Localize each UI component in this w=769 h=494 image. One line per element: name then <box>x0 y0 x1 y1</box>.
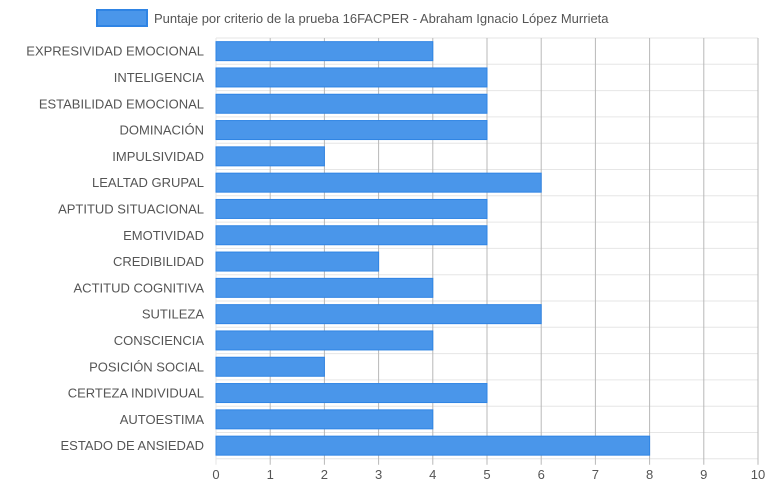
bar[interactable] <box>215 146 325 167</box>
category-label: CONSCIENCIA <box>114 333 205 348</box>
category-label: ESTADO DE ANSIEDAD <box>60 438 204 453</box>
bar[interactable] <box>215 409 434 430</box>
bar[interactable] <box>215 383 488 404</box>
bar[interactable] <box>215 198 488 219</box>
bar[interactable] <box>215 277 434 298</box>
category-label: EMOTIVIDAD <box>123 228 204 243</box>
x-tick-label: 5 <box>483 467 490 482</box>
category-label: POSICIÓN SOCIAL <box>89 359 204 374</box>
category-label: DOMINACIÓN <box>120 123 205 138</box>
x-tick-label: 9 <box>700 467 707 482</box>
category-label: CREDIBILIDAD <box>113 254 204 269</box>
bars <box>215 41 651 456</box>
x-tick-label: 7 <box>592 467 599 482</box>
category-label: ESTABILIDAD EMOCIONAL <box>39 96 204 111</box>
bar[interactable] <box>215 93 488 114</box>
category-label: SUTILEZA <box>142 307 204 322</box>
x-axis-ticks: 0 1 2 3 4 5 6 7 8 9 10 <box>212 467 765 482</box>
x-tick-label: 3 <box>375 467 382 482</box>
x-tick-label: 10 <box>751 467 765 482</box>
x-tick-label: 8 <box>646 467 653 482</box>
x-tick-label: 6 <box>538 467 545 482</box>
category-label: EXPRESIVIDAD EMOCIONAL <box>26 44 204 59</box>
x-tick-label: 4 <box>429 467 436 482</box>
category-label: INTELIGENCIA <box>114 70 205 85</box>
x-tick-label: 2 <box>321 467 328 482</box>
legend[interactable]: Puntaje por criterio de la prueba 16FACP… <box>96 9 609 27</box>
category-label: APTITUD SITUACIONAL <box>58 201 204 216</box>
legend-label[interactable]: Puntaje por criterio de la prueba 16FACP… <box>154 11 609 26</box>
bar[interactable] <box>215 172 542 193</box>
bar[interactable] <box>215 225 488 246</box>
category-label: CERTEZA INDIVIDUAL <box>68 386 204 401</box>
bar[interactable] <box>215 120 488 141</box>
category-label: LEALTAD GRUPAL <box>92 175 204 190</box>
category-label: IMPULSIVIDAD <box>112 149 204 164</box>
bar[interactable] <box>215 41 434 62</box>
category-labels: EXPRESIVIDAD EMOCIONAL INTELIGENCIA ESTABI… <box>26 44 205 453</box>
bar[interactable] <box>215 435 651 456</box>
bar[interactable] <box>215 67 488 88</box>
bar[interactable] <box>215 251 380 272</box>
bar[interactable] <box>215 304 542 325</box>
legend-swatch[interactable] <box>96 9 148 27</box>
category-label: AUTOESTIMA <box>120 412 205 427</box>
x-tick-label: 0 <box>212 467 219 482</box>
bar[interactable] <box>215 330 434 351</box>
bar[interactable] <box>215 356 325 377</box>
category-label: ACTITUD COGNITIVA <box>74 280 205 295</box>
x-tick-label: 1 <box>267 467 274 482</box>
